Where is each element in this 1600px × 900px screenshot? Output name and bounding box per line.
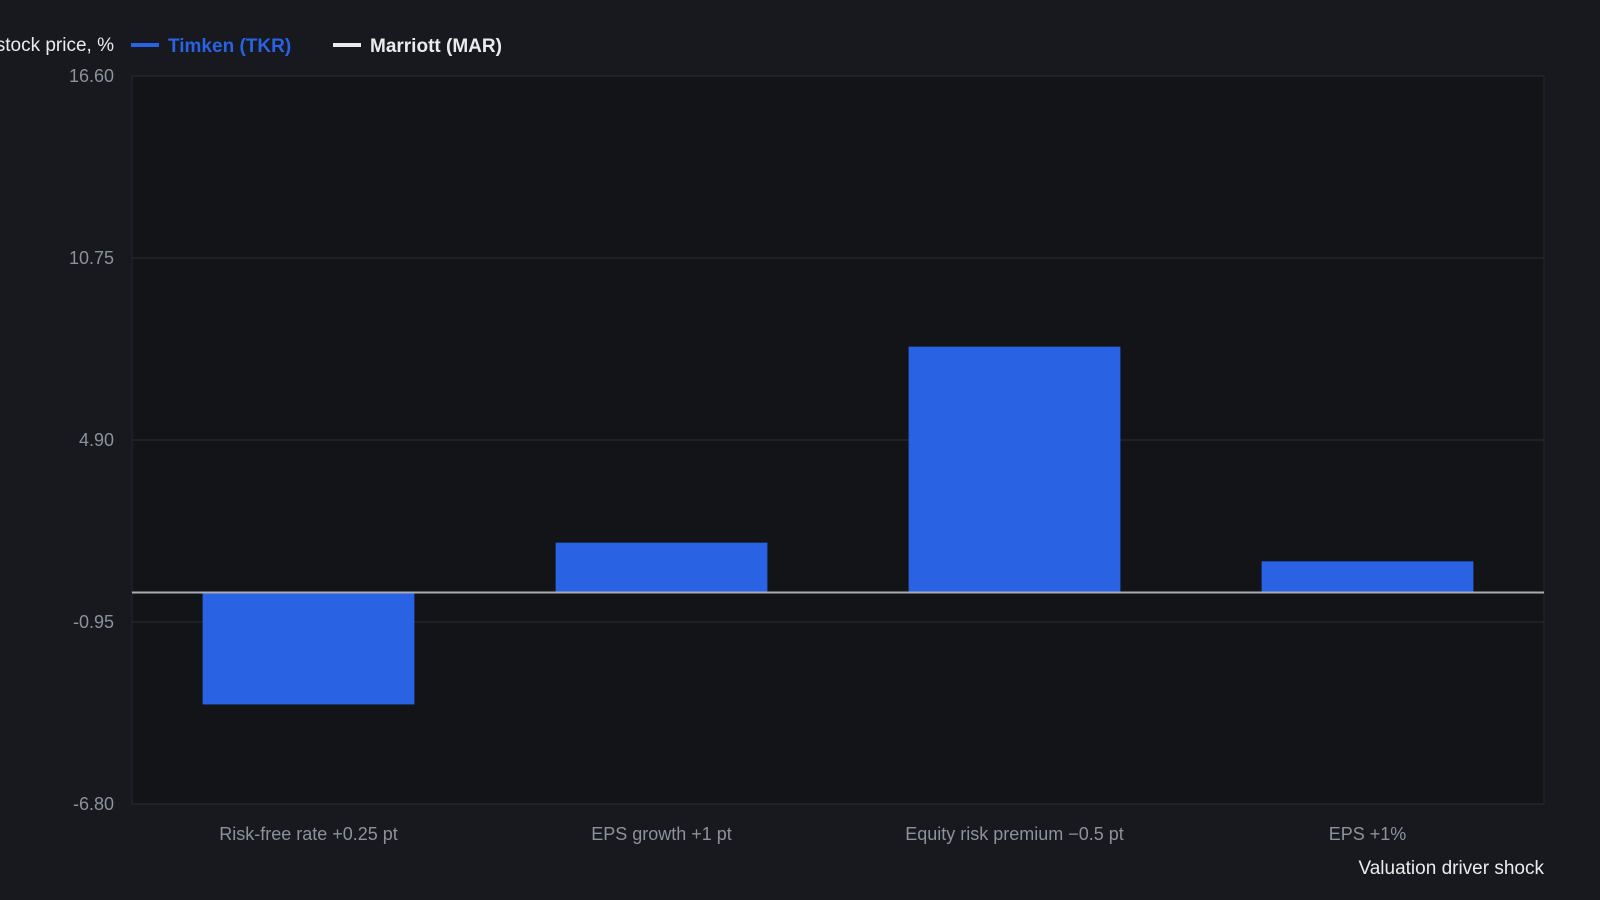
- x-tick-label: EPS growth +1 pt: [591, 824, 732, 844]
- x-axis-label: Valuation driver shock: [1358, 858, 1544, 879]
- x-tick-label: Risk-free rate +0.25 pt: [219, 824, 398, 844]
- bar-tkr-2[interactable]: [908, 346, 1121, 593]
- x-axis-ticks: Risk-free rate +0.25 pt EPS growth +1 pt E…: [219, 824, 1406, 844]
- y-tick-label: -0.95: [73, 612, 114, 632]
- bar-tkr-0[interactable]: [202, 592, 415, 705]
- y-tick-label: 4.90: [79, 430, 114, 450]
- y-tick-label: -6.80: [73, 794, 114, 814]
- legend-label-mar: Marriott (MAR): [370, 36, 502, 57]
- legend-label-tkr: Timken (TKR): [168, 36, 291, 57]
- bar-tkr-3[interactable]: [1261, 561, 1474, 593]
- y-tick-label: 16.60: [69, 66, 114, 86]
- bars: [202, 346, 1474, 705]
- x-tick-label: EPS +1%: [1329, 824, 1407, 844]
- y-tick-label: 10.75: [69, 248, 114, 268]
- bar-tkr-1[interactable]: [555, 542, 768, 593]
- y-axis-label: stock price, %: [0, 35, 114, 56]
- legend: Timken (TKR) Marriott (MAR): [131, 36, 502, 57]
- gridlines: [132, 75, 1544, 805]
- x-tick-label: Equity risk premium −0.5 pt: [905, 824, 1124, 844]
- y-axis-ticks: 16.60 10.75 4.90 -0.95 -6.80: [69, 66, 114, 814]
- legend-item-tkr[interactable]: Timken (TKR): [131, 36, 291, 57]
- legend-item-mar[interactable]: Marriott (MAR): [333, 36, 502, 57]
